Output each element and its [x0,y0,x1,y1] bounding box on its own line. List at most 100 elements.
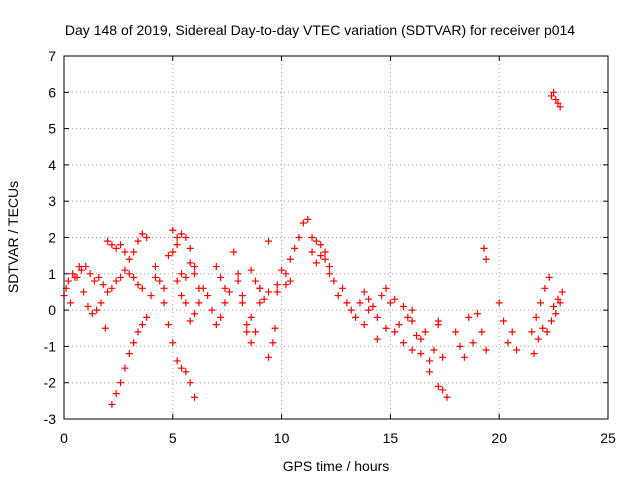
y-tick-label: 4 [48,157,56,173]
data-point [417,350,425,358]
y-tick-label: -1 [44,338,57,354]
x-axis-label: GPS time / hours [283,458,390,474]
data-point [71,273,79,281]
data-point [112,244,120,252]
data-point [325,263,333,271]
data-point [88,310,96,318]
data-point [134,281,142,289]
data-point [256,299,264,307]
y-tick-label: 0 [48,302,56,318]
data-point [460,353,468,361]
data-point [243,328,251,336]
data-point [117,241,125,249]
data-point [143,234,151,241]
data-point [480,244,488,252]
data-point [101,324,109,332]
data-point [434,317,442,325]
data-point [84,302,92,310]
data-point [247,266,255,274]
data-point [238,292,246,300]
x-tick-label: 15 [383,430,399,446]
data-point [282,270,290,278]
data-point [552,310,560,318]
data-point [473,310,481,318]
data-point [312,259,320,267]
data-point [173,241,181,249]
data-point [99,281,107,289]
data-point [138,321,146,329]
data-point [125,255,133,263]
data-point [134,237,142,245]
data-point [251,328,259,336]
y-tick-label: 2 [48,230,56,246]
data-point [191,270,199,278]
x-tick-label: 25 [600,430,616,446]
data-point [143,313,151,321]
data-point [413,332,421,340]
data-point [286,277,294,285]
data-point [178,292,186,300]
data-point [273,288,281,296]
data-point [356,299,364,307]
data-point [256,284,264,292]
data-point [391,295,399,303]
data-point [97,299,105,307]
data-point [434,382,442,390]
x-tick-label: 5 [169,430,177,446]
data-point [238,299,246,307]
data-point [230,248,238,256]
data-point [278,266,286,274]
plot-frame [63,55,609,420]
data-point [178,364,186,372]
data-point [164,252,172,260]
data-point [465,313,473,321]
data-point [186,317,194,325]
data-point [212,263,220,271]
data-point [112,390,120,398]
data-point [508,328,516,336]
data-point [404,313,412,321]
data-point [178,270,186,278]
data-point [291,244,299,252]
data-point [391,328,399,336]
data-point [138,230,146,238]
data-point [408,346,416,354]
data-point [545,273,553,281]
data-point [554,99,562,107]
data-point [282,281,290,289]
data-point [317,241,325,249]
data-point [75,263,83,271]
data-point [108,284,116,292]
data-point [95,273,103,281]
data-point [134,328,142,336]
chart-title: Day 148 of 2019, Sidereal Day-to-day VTE… [65,22,575,38]
data-point [130,273,138,281]
data-point [160,284,168,292]
data-point [528,328,536,336]
data-point [173,277,181,285]
data-point [169,339,177,347]
data-point [69,270,77,278]
data-point [93,306,101,314]
x-tick-label: 0 [60,430,68,446]
data-point [399,339,407,347]
data-point [217,313,225,321]
data-point [373,335,381,343]
data-point [121,364,129,372]
data-point [160,299,168,307]
data-point [273,281,281,289]
y-tick-label: 7 [48,48,56,64]
data-point [382,324,390,332]
data-point [552,96,560,104]
data-point [286,255,294,263]
data-point [117,273,125,281]
data-point [426,368,434,376]
data-point [430,346,438,354]
data-point [67,299,75,307]
data-point [299,219,307,227]
data-point [169,248,177,256]
data-point [269,339,277,347]
data-point [556,103,564,111]
data-point [234,270,242,278]
